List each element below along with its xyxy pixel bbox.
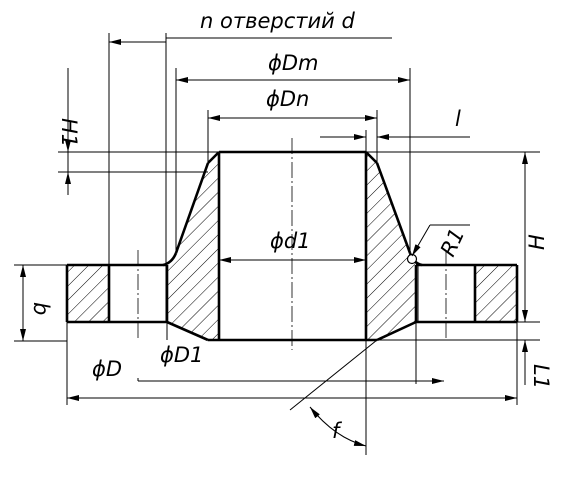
label-R1: R1 xyxy=(436,225,470,260)
right-hub-section xyxy=(366,152,416,340)
label-D1: ϕD1 xyxy=(160,343,203,367)
label-b: b xyxy=(29,302,53,315)
extension-lines xyxy=(14,33,540,455)
label-Dm: ϕDm xyxy=(268,51,318,75)
label-L1: L1 xyxy=(529,364,553,389)
left-flange-section xyxy=(67,265,109,322)
label-f: f xyxy=(332,419,343,443)
label-l: l xyxy=(455,107,461,131)
dimension-lines xyxy=(20,39,528,447)
right-flange-section xyxy=(475,265,517,322)
label-D: ϕD xyxy=(92,357,122,381)
dimension-labels: n отверстий d ϕDm ϕDn l ϕd1 ϕD ϕD1 R1 H … xyxy=(29,9,553,443)
left-hub-section xyxy=(167,152,219,340)
label-H: H xyxy=(525,234,549,250)
label-holes: n отверстий d xyxy=(200,9,355,33)
label-d1: ϕd1 xyxy=(270,229,311,253)
label-H1: H1 xyxy=(57,118,81,147)
center-lines xyxy=(137,138,447,350)
label-Dn: ϕDn xyxy=(266,87,309,111)
hatched-sections xyxy=(67,152,517,340)
